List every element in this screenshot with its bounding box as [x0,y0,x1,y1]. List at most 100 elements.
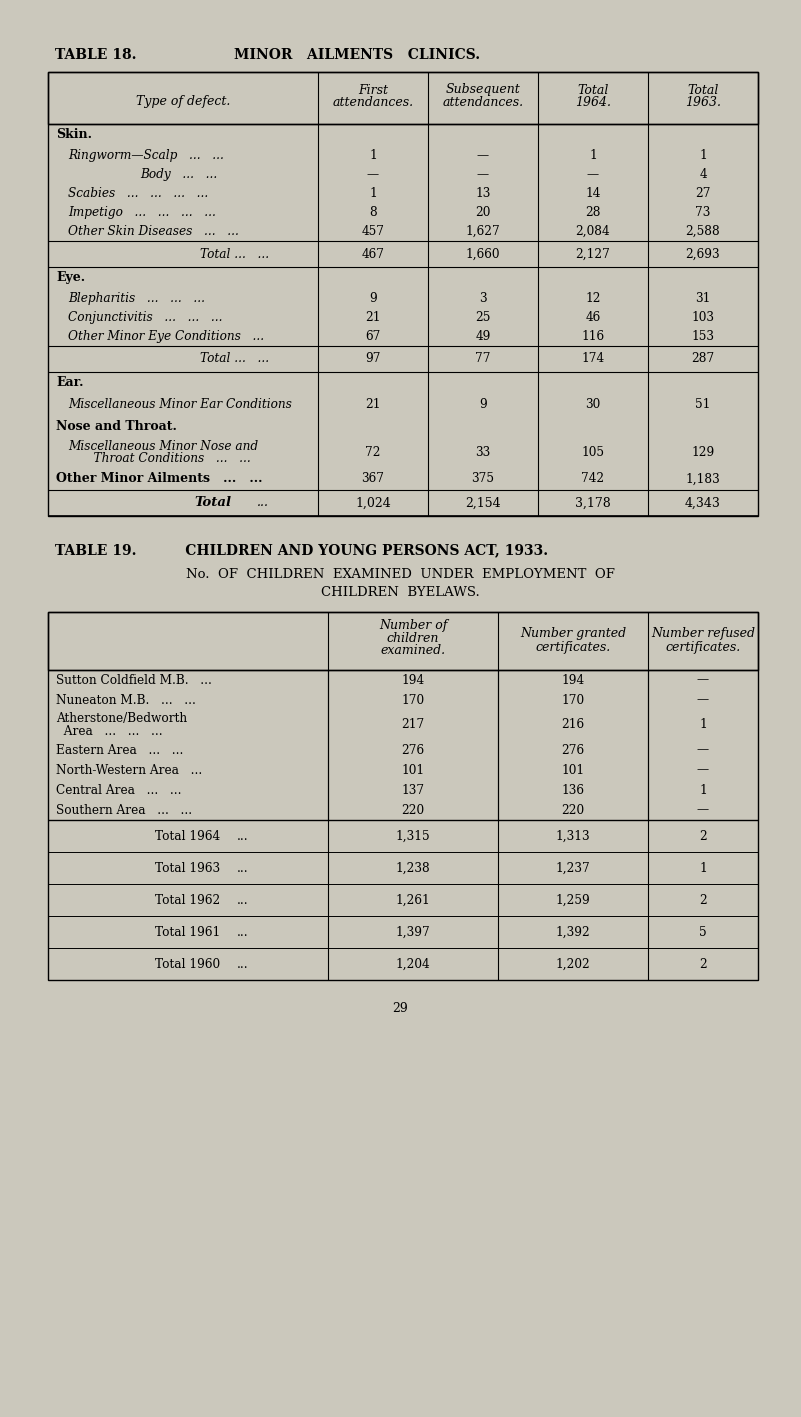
Text: attendances.: attendances. [332,95,413,109]
Text: 4,343: 4,343 [685,496,721,510]
Text: 2,084: 2,084 [576,225,610,238]
Text: CHILDREN  BYELAWS.: CHILDREN BYELAWS. [320,585,479,598]
Bar [48,612,758,981]
Text: 103: 103 [691,310,714,324]
Text: Body   ...   ...: Body ... ... [140,169,217,181]
Text: Total: Total [687,84,718,96]
Bar [48,612,758,670]
Text: 2: 2 [699,829,706,843]
Text: Eye.: Eye. [56,272,85,285]
Text: 1,202: 1,202 [556,958,590,971]
Text: Miscellaneous Minor Ear Conditions: Miscellaneous Minor Ear Conditions [68,398,292,411]
Text: Subsequent: Subsequent [445,84,521,96]
Text: Number of: Number of [379,619,447,632]
Text: —: — [477,169,489,181]
Text: First: First [358,84,388,96]
Text: 8: 8 [369,205,377,220]
Text: certificates.: certificates. [535,642,610,655]
Text: 25: 25 [475,310,491,324]
Text: 276: 276 [562,744,585,757]
Text: 30: 30 [586,398,601,411]
Text: Area   ...   ...   ...: Area ... ... ... [56,726,163,738]
Text: ...: ... [237,829,249,843]
Text: Type of defect.: Type of defect. [136,95,230,109]
Text: 31: 31 [695,292,710,305]
Text: 105: 105 [582,446,605,459]
Text: Number granted: Number granted [520,628,626,640]
Text: 1: 1 [589,149,597,162]
Text: —: — [697,803,709,816]
Text: 742: 742 [582,472,605,486]
Text: ...: ... [237,925,249,938]
Text: TABLE 19.          CHILDREN AND YOUNG PERSONS ACT, 1933.: TABLE 19. CHILDREN AND YOUNG PERSONS ACT… [55,543,548,557]
Text: 21: 21 [365,398,380,411]
Text: certificates.: certificates. [666,642,741,655]
Text: 1964.: 1964. [575,95,611,109]
Text: 174: 174 [582,353,605,366]
Text: Skin.: Skin. [56,129,92,142]
Text: 1,204: 1,204 [396,958,430,971]
Text: Total ...   ...: Total ... ... [200,353,269,366]
Text: Other Skin Diseases   ...   ...: Other Skin Diseases ... ... [68,225,239,238]
Text: children: children [387,632,439,645]
Bar [48,72,758,125]
Text: 1: 1 [699,784,706,796]
Text: 1,627: 1,627 [465,225,501,238]
Text: 5: 5 [699,925,706,938]
Text: 3,178: 3,178 [575,496,611,510]
Text: 116: 116 [582,330,605,343]
Text: 153: 153 [691,330,714,343]
Text: No.  OF  CHILDREN  EXAMINED  UNDER  EMPLOYMENT  OF: No. OF CHILDREN EXAMINED UNDER EMPLOYMEN… [186,567,614,581]
Text: Total 1962: Total 1962 [155,894,220,907]
Text: 72: 72 [365,446,380,459]
Text: Total 1963: Total 1963 [155,862,220,874]
Text: 137: 137 [401,784,425,796]
Text: 217: 217 [401,718,425,731]
Text: —: — [697,744,709,757]
Text: Nose and Throat.: Nose and Throat. [56,421,177,434]
Text: 4: 4 [699,169,706,181]
Text: Southern Area   ...   ...: Southern Area ... ... [56,803,192,816]
Text: Ear.: Ear. [56,377,83,390]
Text: 33: 33 [475,446,491,459]
Text: 12: 12 [586,292,601,305]
Text: 129: 129 [691,446,714,459]
Text: Impetigo   ...   ...   ...   ...: Impetigo ... ... ... ... [68,205,216,220]
Text: 73: 73 [695,205,710,220]
Text: Other Minor Ailments   ...   ...: Other Minor Ailments ... ... [56,472,263,486]
Text: 9: 9 [479,398,487,411]
Text: 101: 101 [401,764,425,777]
Text: 3: 3 [479,292,487,305]
Text: 220: 220 [401,803,425,816]
Text: Total 1960: Total 1960 [155,958,220,971]
Text: 1,392: 1,392 [556,925,590,938]
Text: ...: ... [237,958,249,971]
Text: 21: 21 [365,310,380,324]
Text: 1,261: 1,261 [396,894,430,907]
Text: 2,588: 2,588 [686,225,720,238]
Text: 1: 1 [369,187,377,200]
Text: 20: 20 [475,205,491,220]
Text: 1: 1 [699,862,706,874]
Text: Nuneaton M.B.   ...   ...: Nuneaton M.B. ... ... [56,693,196,707]
Text: 1,315: 1,315 [396,829,430,843]
Text: 2,154: 2,154 [465,496,501,510]
Text: 1,259: 1,259 [556,894,590,907]
Text: 1,024: 1,024 [355,496,391,510]
Text: Conjunctivitis   ...   ...   ...: Conjunctivitis ... ... ... [68,310,223,324]
Text: 136: 136 [562,784,585,796]
Text: 457: 457 [361,225,384,238]
Text: 29: 29 [392,1002,408,1015]
Text: Miscellaneous Minor Nose and: Miscellaneous Minor Nose and [68,441,258,453]
Text: 467: 467 [361,248,384,261]
Text: North-Western Area   ...: North-Western Area ... [56,764,202,777]
Text: 67: 67 [365,330,380,343]
Text: Ringworm—Scalp   ...   ...: Ringworm—Scalp ... ... [68,149,223,162]
Text: 1,660: 1,660 [465,248,501,261]
Text: 1,238: 1,238 [396,862,430,874]
Text: 2,127: 2,127 [576,248,610,261]
Text: 9: 9 [369,292,377,305]
Text: 375: 375 [472,472,494,486]
Text: 367: 367 [361,472,384,486]
Text: 101: 101 [562,764,585,777]
